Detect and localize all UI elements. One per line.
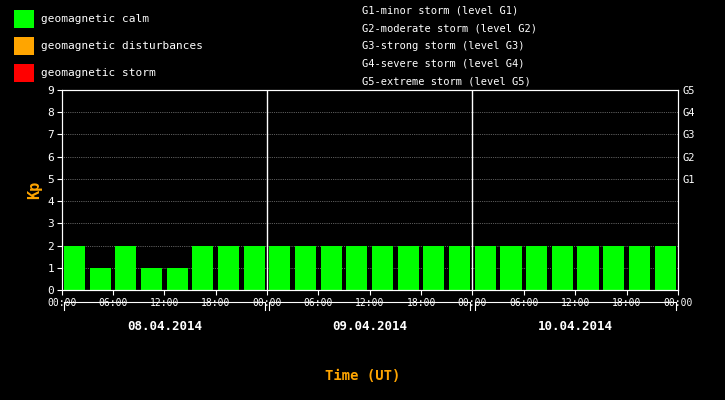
Bar [475, 246, 496, 290]
Bar [449, 246, 470, 290]
Bar [167, 268, 188, 290]
Bar [320, 246, 341, 290]
Bar [398, 246, 419, 290]
Bar [141, 268, 162, 290]
Text: G4-severe storm (level G4): G4-severe storm (level G4) [362, 59, 525, 69]
Bar [655, 246, 676, 290]
Text: 09.04.2014: 09.04.2014 [332, 320, 407, 332]
Bar [578, 246, 599, 290]
Text: geomagnetic storm: geomagnetic storm [41, 68, 156, 78]
Bar [372, 246, 393, 290]
Y-axis label: Kp: Kp [27, 181, 41, 199]
Text: G3-strong storm (level G3): G3-strong storm (level G3) [362, 41, 525, 51]
Bar [500, 246, 521, 290]
Text: G5-extreme storm (level G5): G5-extreme storm (level G5) [362, 76, 531, 86]
Bar [192, 246, 213, 290]
Bar [90, 268, 111, 290]
Text: 10.04.2014: 10.04.2014 [538, 320, 613, 332]
Bar [14, 64, 34, 82]
Bar [244, 246, 265, 290]
Bar [423, 246, 444, 290]
Text: 08.04.2014: 08.04.2014 [127, 320, 202, 332]
Bar [603, 246, 624, 290]
Bar [115, 246, 136, 290]
Bar [14, 10, 34, 28]
Bar [14, 37, 34, 55]
Text: G1-minor storm (level G1): G1-minor storm (level G1) [362, 6, 519, 16]
Bar [526, 246, 547, 290]
Bar [629, 246, 650, 290]
Text: G2-moderate storm (level G2): G2-moderate storm (level G2) [362, 23, 537, 33]
Bar [64, 246, 85, 290]
Text: geomagnetic calm: geomagnetic calm [41, 14, 149, 24]
Text: Time (UT): Time (UT) [325, 369, 400, 383]
Bar [552, 246, 573, 290]
Text: geomagnetic disturbances: geomagnetic disturbances [41, 41, 203, 51]
Bar [295, 246, 316, 290]
Bar [270, 246, 291, 290]
Bar [218, 246, 239, 290]
Bar [347, 246, 368, 290]
